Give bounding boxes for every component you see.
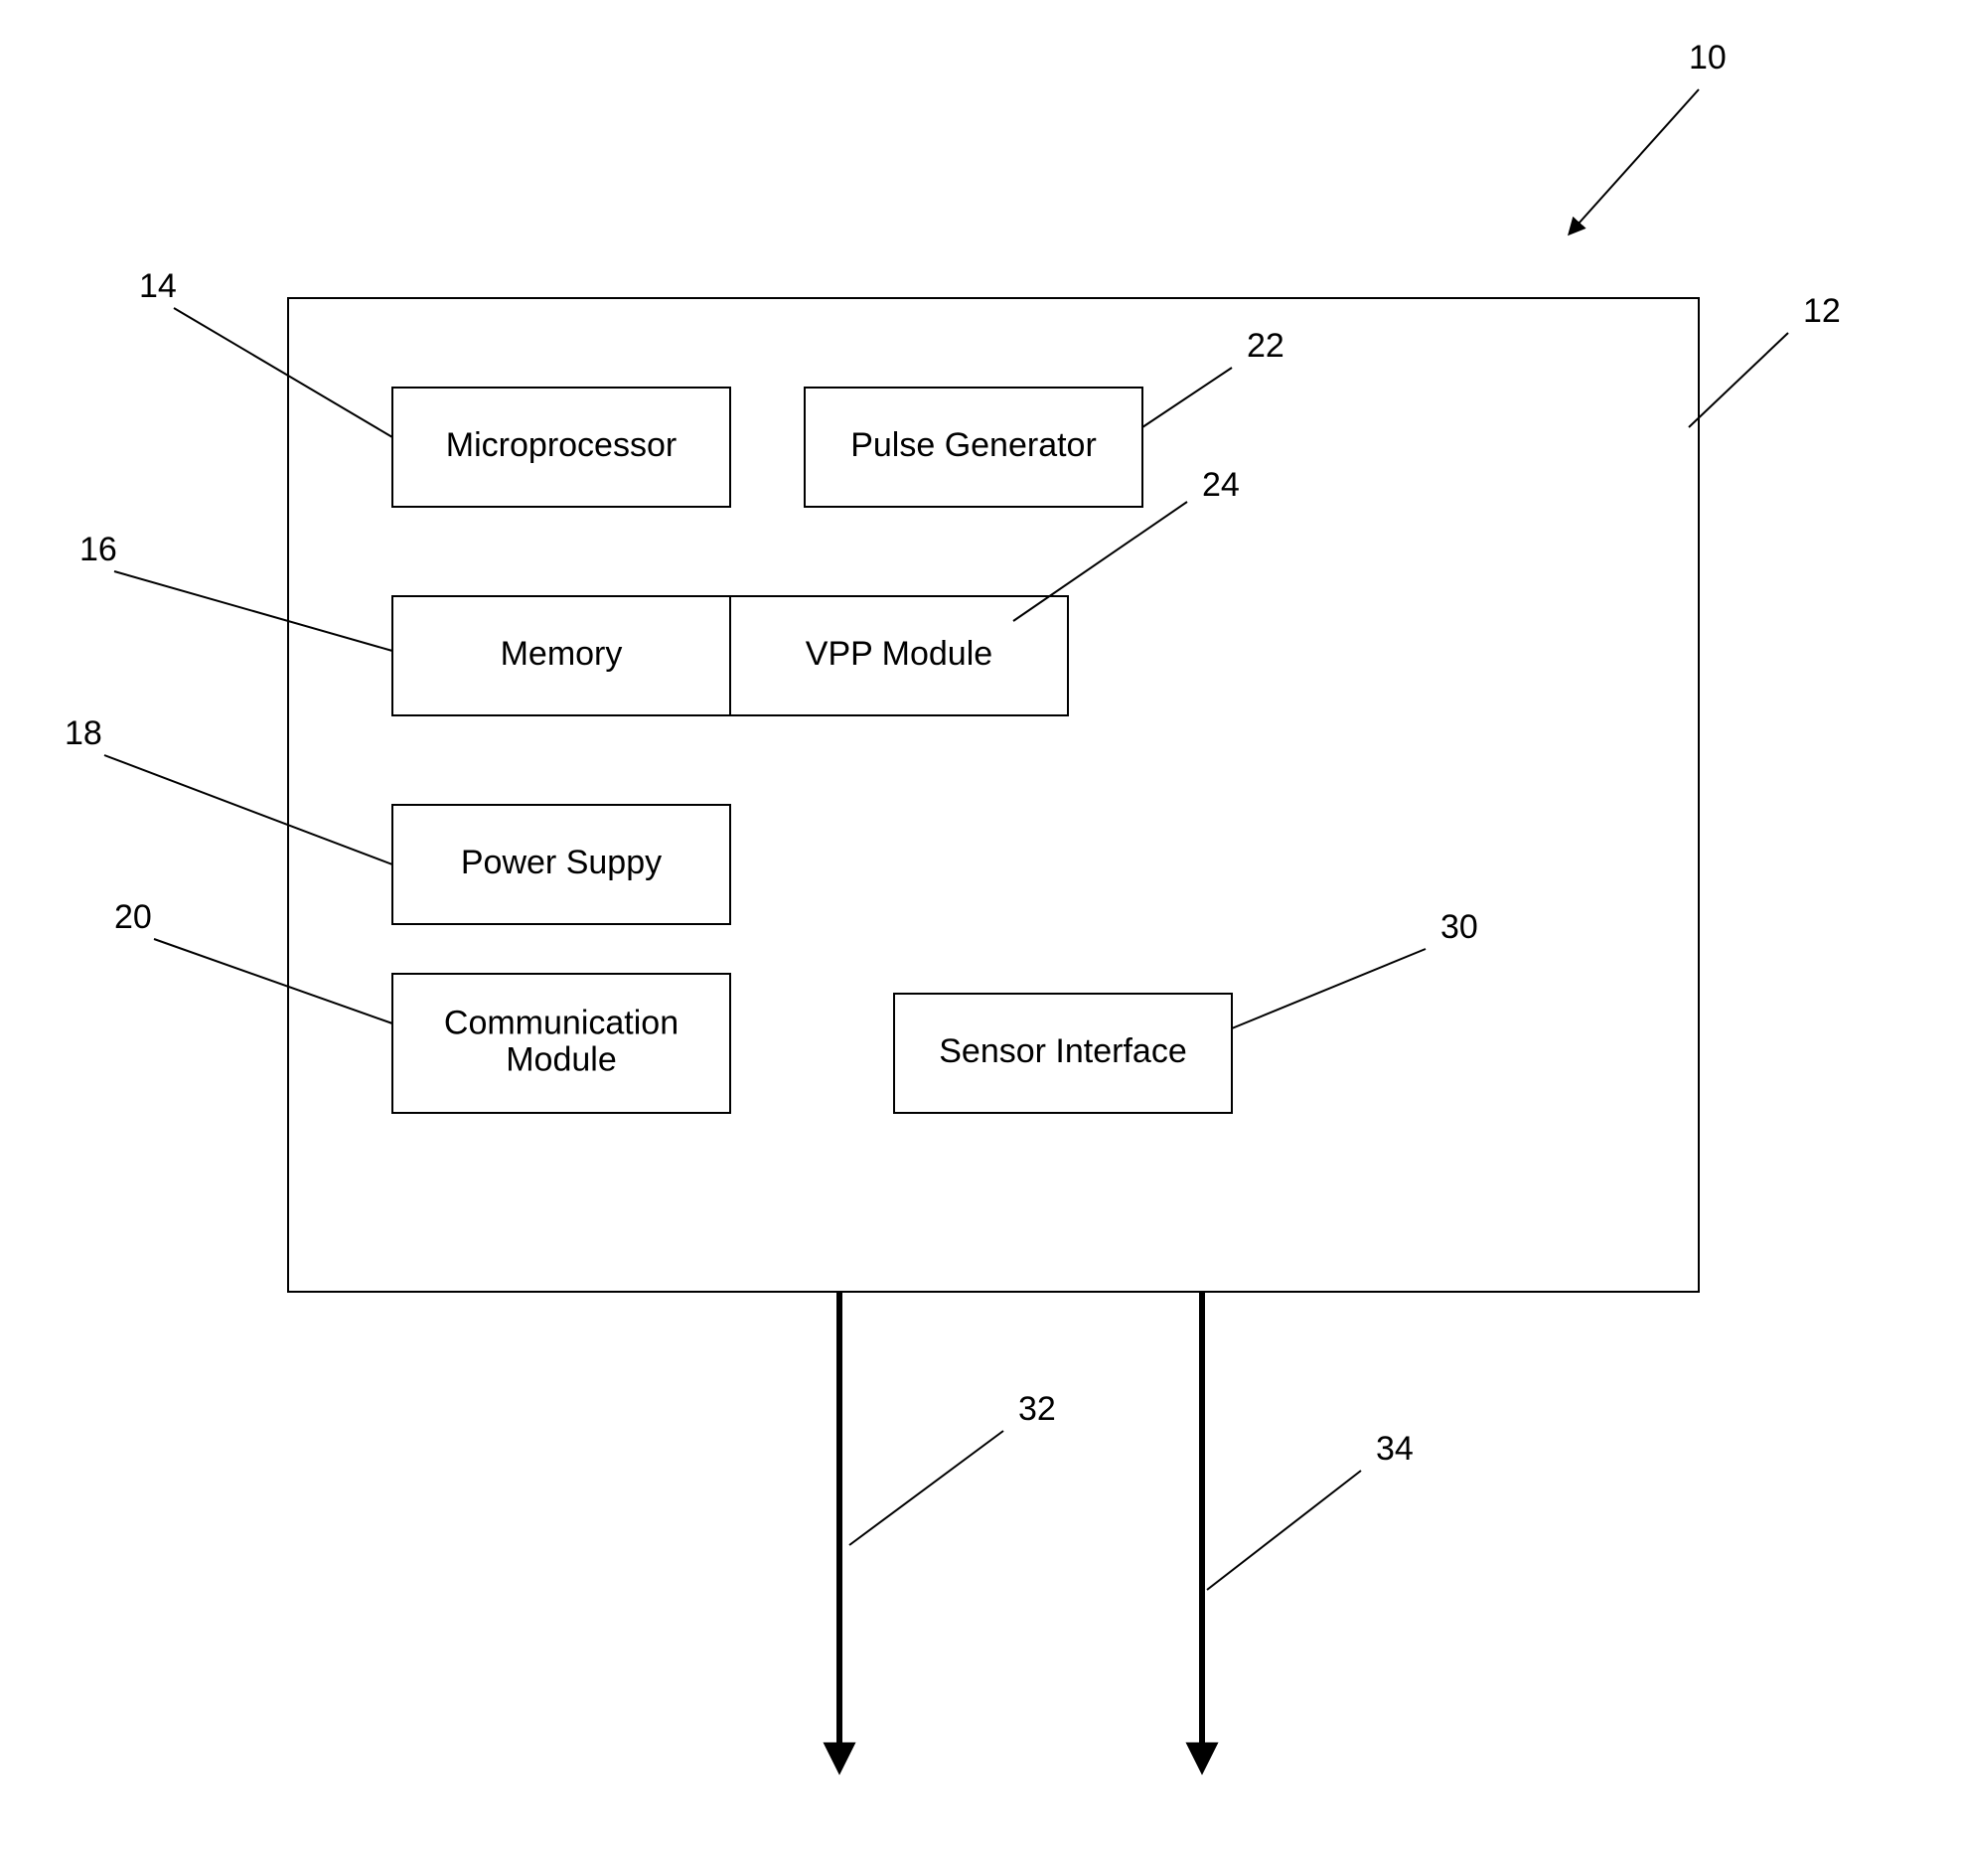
leader-18 (104, 755, 392, 864)
leader-34 (1207, 1471, 1361, 1590)
box-memory: Memory (392, 596, 730, 715)
box-microprocessor: Microprocessor (392, 388, 730, 507)
ref-label-30: 30 (1440, 908, 1478, 946)
leader-22 (1142, 368, 1232, 427)
ref-label-16: 16 (79, 531, 117, 568)
ref-label-22: 22 (1247, 327, 1284, 365)
leader-24 (1013, 502, 1187, 621)
label-vpp-module: VPP Module (806, 635, 992, 673)
ref-label-10: 10 (1689, 39, 1727, 77)
box-pulse-generator: Pulse Generator (805, 388, 1142, 507)
label-communication-module-line1: Communication (444, 1004, 679, 1041)
leader-12 (1689, 333, 1788, 427)
box-power-supply: Power Suppy (392, 805, 730, 924)
ref-label-20: 20 (114, 898, 152, 936)
ref-label-34: 34 (1376, 1430, 1414, 1468)
leader-32 (849, 1431, 1003, 1545)
leader-14 (174, 308, 392, 437)
leader-30 (1232, 949, 1426, 1028)
label-microprocessor: Microprocessor (446, 426, 677, 464)
leader-10 (1570, 89, 1699, 234)
ref-label-18: 18 (65, 714, 102, 752)
leader-20 (154, 939, 392, 1023)
label-power-supply: Power Suppy (461, 844, 662, 881)
box-vpp-module: VPP Module (730, 596, 1068, 715)
label-pulse-generator: Pulse Generator (850, 426, 1097, 464)
box-sensor-interface: Sensor Interface (894, 994, 1232, 1113)
ref-label-24: 24 (1202, 466, 1240, 504)
leader-16 (114, 571, 392, 651)
label-memory: Memory (501, 635, 623, 673)
ref-label-14: 14 (139, 267, 177, 305)
label-communication-module-line2: Module (506, 1041, 617, 1079)
label-sensor-interface: Sensor Interface (939, 1032, 1186, 1070)
box-communication-module: Communication Module (392, 974, 730, 1113)
ref-label-32: 32 (1018, 1390, 1056, 1428)
ref-label-12: 12 (1803, 292, 1841, 330)
